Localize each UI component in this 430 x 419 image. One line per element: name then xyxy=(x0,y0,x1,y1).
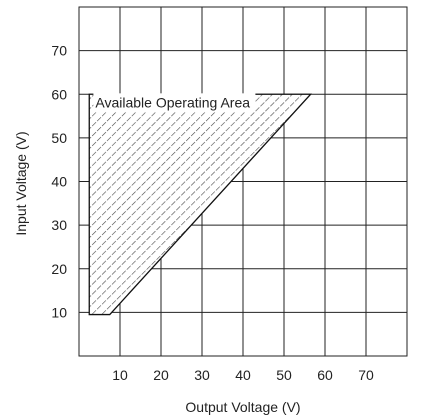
x-tick-label: 70 xyxy=(358,367,374,383)
annotation-text: Available Operating Area xyxy=(95,94,250,110)
y-tick-label: 50 xyxy=(51,130,67,146)
x-axis-ticks: 10 20 30 40 50 60 70 xyxy=(112,367,374,383)
x-tick-label: 60 xyxy=(317,367,333,383)
plot-frame xyxy=(78,6,408,357)
annotations: Available Operating Area xyxy=(93,93,256,113)
x-tick-label: 20 xyxy=(153,367,169,383)
y-axis-label: Input Voltage (V) xyxy=(13,131,29,235)
y-axis-ticks: 10 20 30 40 50 60 70 xyxy=(51,43,67,321)
y-tick-label: 70 xyxy=(51,43,67,59)
x-tick-label: 50 xyxy=(276,367,292,383)
operating-area xyxy=(88,93,313,316)
annotation-background xyxy=(93,93,256,113)
y-tick-label: 60 xyxy=(51,86,67,102)
y-tick-label: 20 xyxy=(51,261,67,277)
x-tick-label: 10 xyxy=(112,367,128,383)
y-tick-label: 40 xyxy=(51,174,67,190)
y-tick-label: 30 xyxy=(51,217,67,233)
x-tick-label: 30 xyxy=(194,367,210,383)
y-tick-label: 10 xyxy=(51,304,67,320)
x-axis-label: Output Voltage (V) xyxy=(185,399,300,415)
operating-area-polygon xyxy=(88,93,313,316)
x-tick-label: 40 xyxy=(235,367,251,383)
